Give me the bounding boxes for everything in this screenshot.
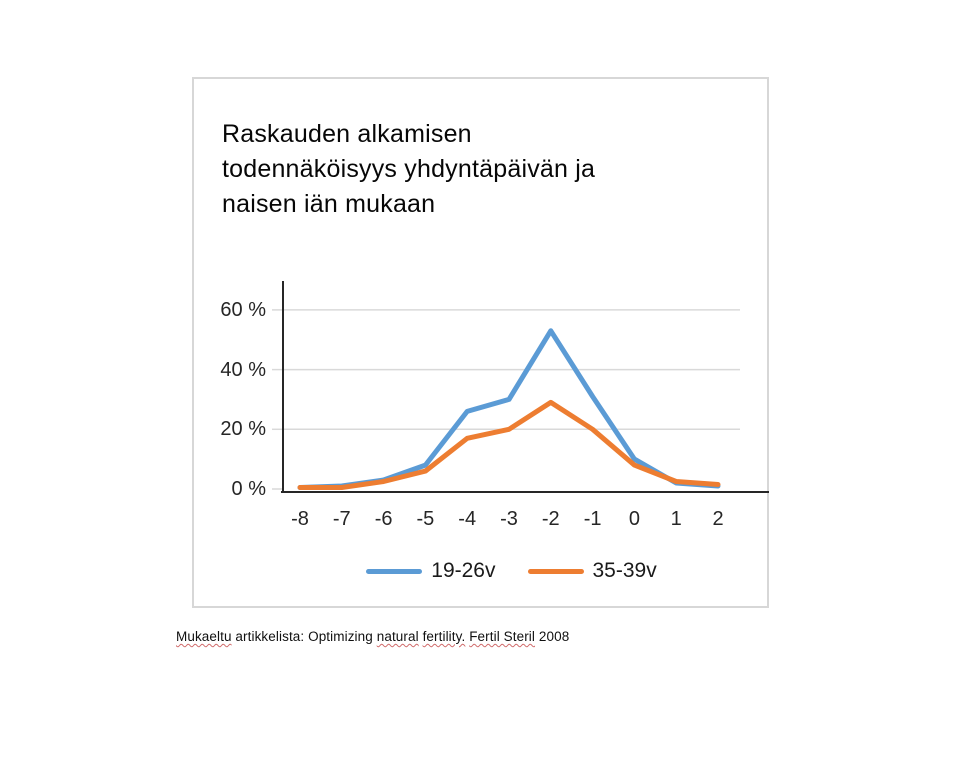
line-chart-plot [272, 281, 769, 493]
legend-item-35-39v: 35-39v [527, 559, 657, 583]
legend-label-35-39v: 35-39v [592, 559, 657, 582]
x-tick-label: -3 [500, 508, 518, 530]
legend-swatch-35-39v [527, 568, 584, 574]
y-tick-label: 20 % [220, 418, 266, 441]
x-tick-label: 1 [670, 508, 682, 530]
chart-title-line-3: naisen iän mukaan [222, 190, 436, 218]
legend-swatch-19-26v [366, 568, 423, 574]
y-tick-label: 0 % [231, 478, 266, 500]
caption-word-misspelled: fertility. [422, 629, 466, 644]
x-tick-label: -1 [583, 508, 602, 530]
caption-word-misspelled: natural [376, 629, 419, 644]
chart-panel [192, 77, 769, 608]
chart-title-line-1: Raskauden alkamisen [222, 120, 472, 148]
chart-legend: 19-26v 35-39v [283, 553, 740, 589]
chart-title-line-2: todennäköisyys yhdyntäpäivän ja [222, 155, 596, 183]
caption-text: artikkelista: Optimizing [231, 629, 377, 644]
y-tick-label: 60 % [220, 298, 266, 321]
x-tick-label: -2 [541, 508, 560, 530]
x-tick-label: -4 [458, 508, 477, 530]
legend-label-19-26v: 19-26v [431, 559, 496, 582]
caption-word-misspelled: Fertil Steril [469, 629, 536, 644]
x-tick-label: -5 [416, 508, 435, 530]
chart-title: Raskauden alkamisen todennäköisyys yhdyn… [222, 117, 642, 222]
source-caption: Mukaeltu artikkelista: Optimizing natura… [176, 629, 569, 644]
caption-word-misspelled: Mukaeltu [176, 629, 232, 644]
legend-item-19-26v: 19-26v [366, 559, 496, 583]
x-tick-label: -7 [332, 508, 351, 530]
y-tick-label: 40 % [220, 358, 266, 381]
x-tick-label: 0 [628, 508, 640, 530]
x-tick-label: -8 [291, 508, 309, 530]
caption-text: 2008 [535, 629, 570, 644]
x-tick-label: 2 [712, 508, 724, 530]
x-tick-label: -6 [374, 508, 393, 530]
